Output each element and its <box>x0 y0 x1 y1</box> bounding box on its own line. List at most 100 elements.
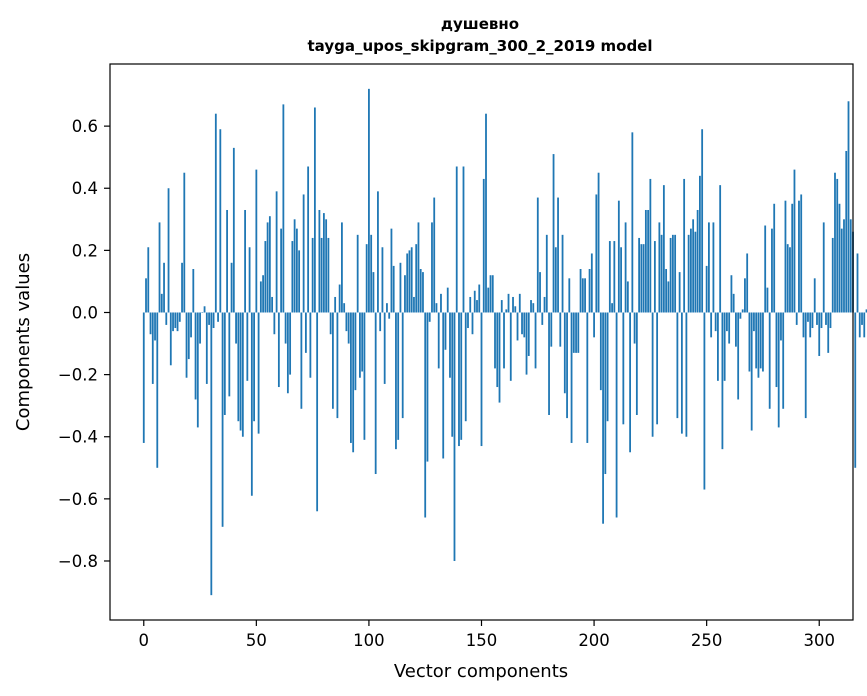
bar <box>309 312 312 378</box>
bar <box>386 303 388 313</box>
bar <box>199 312 201 344</box>
bar <box>329 312 332 335</box>
bar <box>422 272 424 313</box>
bar <box>755 312 758 369</box>
bar <box>356 234 359 313</box>
bar <box>840 228 843 313</box>
bar <box>793 169 796 313</box>
bar <box>458 312 460 447</box>
bar <box>834 172 836 313</box>
bar <box>579 269 582 313</box>
bar <box>629 312 631 453</box>
bar <box>572 312 575 353</box>
bar <box>489 275 492 313</box>
bar <box>223 312 226 415</box>
bar <box>473 290 476 313</box>
bar <box>424 312 427 518</box>
bar <box>543 296 546 313</box>
bar <box>674 234 677 313</box>
bar <box>719 185 722 313</box>
bar <box>699 175 701 313</box>
bar <box>347 312 350 344</box>
bar <box>212 312 215 329</box>
bar <box>818 312 821 356</box>
bar <box>712 222 715 313</box>
bar <box>631 132 634 313</box>
y-tick-label: 0.2 <box>72 241 98 260</box>
bar <box>768 312 771 409</box>
bar <box>518 293 521 313</box>
bar <box>451 312 454 437</box>
bar <box>662 185 665 313</box>
bar <box>615 312 618 518</box>
bar <box>266 222 269 313</box>
bar <box>372 272 375 313</box>
bar <box>381 247 384 313</box>
bar <box>419 269 422 313</box>
bar <box>622 312 625 425</box>
bar <box>406 253 409 313</box>
bar <box>595 194 598 313</box>
bar <box>696 209 699 313</box>
bar <box>559 312 562 347</box>
bar <box>392 265 395 313</box>
bar <box>849 219 852 313</box>
bar <box>545 234 548 313</box>
bar <box>701 129 704 313</box>
bar <box>408 250 411 313</box>
bar <box>744 278 746 313</box>
bar <box>737 312 740 400</box>
bar <box>838 203 841 313</box>
bar <box>617 200 620 313</box>
bar <box>633 312 636 344</box>
bar <box>527 312 530 356</box>
bar <box>158 222 161 313</box>
bar <box>831 237 834 313</box>
bar <box>577 312 580 353</box>
bar <box>230 262 233 313</box>
bar <box>536 197 539 313</box>
bar <box>584 278 586 313</box>
bar <box>253 312 255 422</box>
bar <box>196 312 199 428</box>
bar <box>259 281 262 313</box>
bar <box>217 312 219 322</box>
bar <box>552 154 555 313</box>
bar <box>491 275 494 313</box>
bar <box>705 265 708 313</box>
bar <box>730 275 733 313</box>
bar <box>753 312 755 332</box>
bar <box>194 312 197 400</box>
bar <box>766 287 769 313</box>
bar <box>273 312 276 335</box>
bar <box>613 241 616 313</box>
bar <box>275 191 278 313</box>
bar <box>703 312 706 490</box>
bar <box>710 312 713 338</box>
bar <box>277 312 280 388</box>
bar <box>829 312 832 329</box>
bar <box>494 312 496 369</box>
bar <box>219 129 222 313</box>
y-tick-label: −0.8 <box>58 552 98 571</box>
bar <box>588 269 591 313</box>
bar <box>282 104 285 313</box>
bar <box>593 312 595 338</box>
bar <box>208 312 210 325</box>
bar <box>503 312 505 369</box>
bar <box>172 312 174 332</box>
bar <box>728 312 731 344</box>
x-tick-label: 250 <box>691 631 723 650</box>
bar <box>300 312 303 409</box>
bar <box>320 237 323 313</box>
bar <box>417 222 420 313</box>
bar <box>444 312 447 350</box>
bar <box>861 312 863 325</box>
bar <box>642 244 645 313</box>
bar <box>178 312 181 322</box>
bar <box>665 269 668 313</box>
bar <box>647 209 650 313</box>
bar <box>640 244 643 313</box>
bar <box>226 209 228 313</box>
bar <box>307 166 310 313</box>
